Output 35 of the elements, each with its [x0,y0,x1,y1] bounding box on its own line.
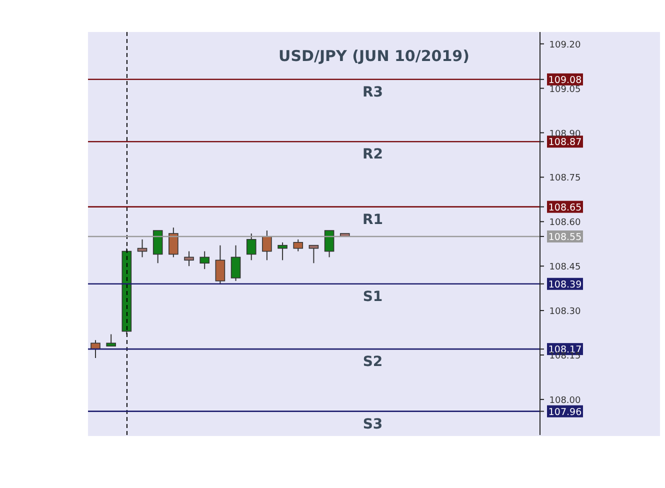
ref-line-label: S3 [362,416,383,432]
y-tick-label: 108.65 [548,202,582,214]
candlestick [168,227,178,258]
y-tick-label: 108.30 [549,307,582,318]
y-tick-label: 108.75 [549,174,581,184]
text: USD/JPY (JUN 10/2019) [278,47,470,65]
y-tick-label: 108.39 [548,279,582,290]
y-tick-label: 108.00 [549,396,582,406]
y-tick-label: 108.60 [549,218,582,228]
candlestick [106,334,116,347]
ref-line-label: S2 [362,354,383,370]
y-tick-label: 109.20 [549,40,582,50]
y-tick-label: 108.55 [548,232,582,243]
candlestick [137,238,148,258]
y-tick-label: 108.45 [549,262,581,273]
candlestick [152,230,163,264]
y-tick-label: 109.08 [548,74,582,86]
ref-line-label: R1 [362,212,384,228]
candlestick [324,230,334,258]
candlestick [90,340,100,358]
candlestick [293,238,304,252]
candlestick [308,244,319,264]
candlestick [215,244,226,284]
candlestick [278,242,288,261]
y-tick-label: 109.05 [549,84,581,95]
ref-line-label: R2 [362,146,384,163]
candlestick [246,233,256,261]
candlestick [230,244,241,282]
candlestick [200,250,210,270]
candlestick [184,250,194,267]
y-tick-label: 107.96 [548,406,582,418]
ref-line-label: S1 [362,288,383,305]
y-tick-label: 108.87 [548,137,582,148]
ref-line-label: R3 [362,84,384,100]
candlestick [262,230,272,261]
